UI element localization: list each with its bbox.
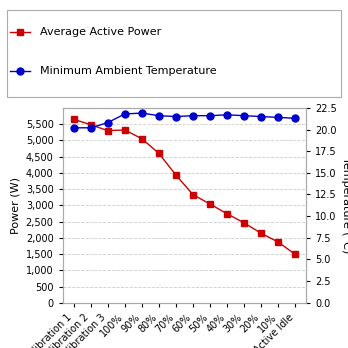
Text: Minimum Ambient Temperature: Minimum Ambient Temperature — [40, 66, 217, 76]
Minimum Ambient Temperature — [140, 111, 144, 115]
Average Active Power — [225, 212, 229, 216]
Average Active Power — [242, 221, 246, 225]
Average Active Power — [174, 173, 178, 177]
Minimum Ambient Temperature — [72, 126, 76, 130]
Y-axis label: Power (W): Power (W) — [10, 177, 20, 234]
Average Active Power — [89, 123, 93, 127]
Minimum Ambient Temperature — [208, 113, 212, 118]
Line: Minimum Ambient Temperature: Minimum Ambient Temperature — [70, 110, 299, 131]
Text: Average Active Power: Average Active Power — [40, 27, 161, 37]
Minimum Ambient Temperature — [89, 126, 93, 130]
Average Active Power — [106, 128, 110, 133]
Minimum Ambient Temperature — [106, 120, 110, 125]
Minimum Ambient Temperature — [276, 115, 280, 119]
Minimum Ambient Temperature — [225, 113, 229, 117]
Average Active Power — [276, 240, 280, 244]
Minimum Ambient Temperature — [293, 116, 297, 120]
Average Active Power — [157, 151, 161, 156]
Minimum Ambient Temperature — [157, 113, 161, 118]
Y-axis label: Temperature (°C): Temperature (°C) — [341, 157, 348, 253]
Average Active Power — [72, 117, 76, 121]
Average Active Power — [293, 252, 297, 256]
Minimum Ambient Temperature — [191, 113, 195, 118]
Minimum Ambient Temperature — [123, 112, 127, 116]
Average Active Power — [191, 192, 195, 197]
Average Active Power — [140, 137, 144, 141]
Average Active Power — [259, 231, 263, 235]
Minimum Ambient Temperature — [174, 114, 178, 119]
Line: Average Active Power: Average Active Power — [71, 117, 298, 257]
Minimum Ambient Temperature — [242, 113, 246, 118]
Average Active Power — [208, 202, 212, 206]
Average Active Power — [123, 128, 127, 132]
Minimum Ambient Temperature — [259, 114, 263, 119]
